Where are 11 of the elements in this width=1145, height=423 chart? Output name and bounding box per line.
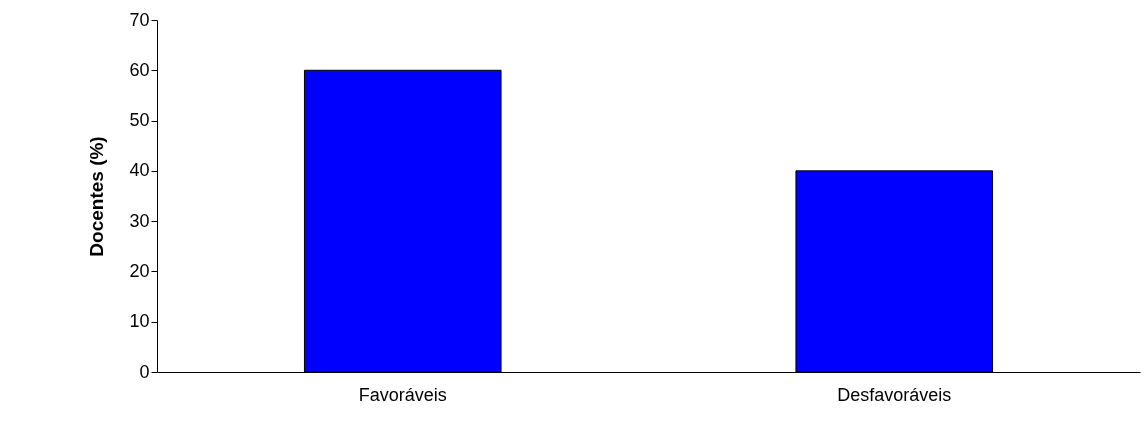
y-tick-label: 10 xyxy=(129,311,150,332)
y-tick-label: 30 xyxy=(129,210,150,231)
y-tick-label: 70 xyxy=(129,9,150,30)
y-tick-label: 50 xyxy=(129,110,150,131)
y-tick-label: 40 xyxy=(129,160,150,181)
y-tick-label: 20 xyxy=(129,260,150,281)
x-tick-label: Desfavoráveis xyxy=(837,384,952,405)
y-axis-title: Docentes (%) xyxy=(86,136,108,257)
y-tick-label: 0 xyxy=(139,361,150,382)
x-tick-label: Favoráveis xyxy=(358,384,447,405)
y-tick-label: 60 xyxy=(129,59,150,80)
